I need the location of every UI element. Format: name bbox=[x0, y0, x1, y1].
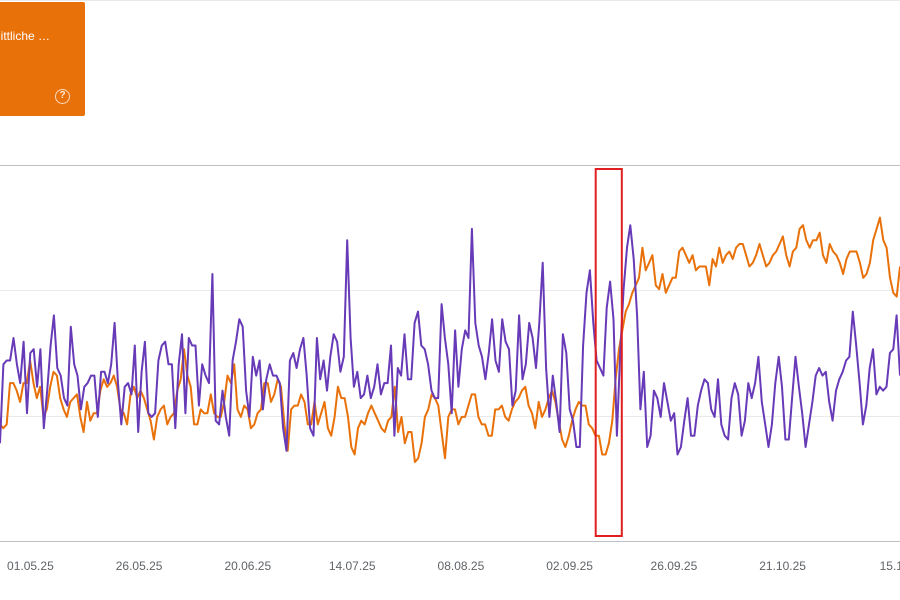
top-divider bbox=[0, 0, 900, 1]
x-tick-label: 20.06.25 bbox=[224, 559, 271, 573]
chart-series-lines bbox=[0, 216, 900, 463]
metric-card-label: nittliche … bbox=[0, 29, 51, 43]
x-tick-label: 26.09.25 bbox=[651, 559, 698, 573]
x-tick-label: 26.05.25 bbox=[116, 559, 163, 573]
x-tick-label: 01.05.25 bbox=[7, 559, 54, 573]
x-tick-label: 08.08.25 bbox=[438, 559, 485, 573]
series-line-0 bbox=[0, 224, 900, 456]
x-tick-label: 21.10.25 bbox=[759, 559, 806, 573]
series-line-1 bbox=[0, 216, 900, 463]
help-circle-icon[interactable]: ? bbox=[55, 89, 70, 104]
x-tick-label: 14.07.25 bbox=[329, 559, 376, 573]
x-axis-tick-labels: 01.05.25 26.05.25 20.06.25 14.07.25 08.08.25… bbox=[7, 559, 900, 573]
metric-card-avg-position[interactable]: nittliche … ? bbox=[0, 2, 85, 116]
x-tick-label: 15.1 bbox=[880, 559, 900, 573]
highlight-rectangle bbox=[594, 168, 623, 537]
x-tick-label: 02.09.25 bbox=[546, 559, 593, 573]
